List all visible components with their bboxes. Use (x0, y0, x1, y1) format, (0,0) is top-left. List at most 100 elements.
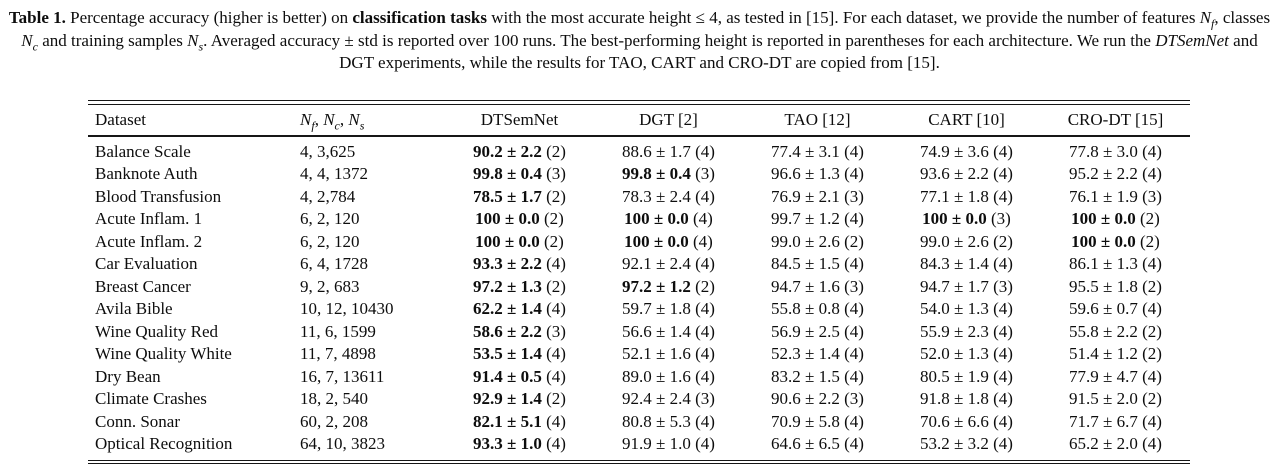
result-cell: 91.4 ± 0.5 (4) (445, 366, 594, 389)
col-header-features: Nf, Nc, Ns (293, 105, 445, 136)
result-height: (4) (690, 344, 715, 364)
result-cell: 65.2 ± 2.0 (4) (1041, 433, 1190, 460)
dataset-stats: 64, 10, 3823 (300, 434, 385, 454)
result-value: 65.2 ± 2.0 (1069, 434, 1138, 454)
result-height: (2) (541, 389, 566, 409)
table-header: Dataset Nf, Nc, Ns DTSemNet DGT [2] TAO … (88, 105, 1190, 136)
result-height: (4) (541, 411, 566, 431)
result-height: (4) (839, 321, 864, 341)
result-value: 92.4 ± 2.4 (622, 389, 691, 409)
result-cell: 95.2 ± 2.2 (4) (1041, 163, 1190, 186)
result-value: 77.1 ± 1.8 (920, 186, 989, 206)
math-sub-c: c (32, 38, 38, 53)
table-row: Balance Scale 4, 3,625 90.2 ± 2.2 (2) 88.6 … (88, 136, 1190, 164)
result-height: (2) (541, 276, 566, 296)
result-value: 93.6 ± 2.2 (920, 164, 989, 184)
result-cell: 95.5 ± 1.8 (2) (1041, 276, 1190, 299)
result-height: (4) (988, 434, 1013, 454)
result-height: (4) (839, 254, 864, 274)
table-row: Wine Quality White 11, 7, 4898 53.5 ± 1.4 … (88, 343, 1190, 366)
result-value: 91.5 ± 2.0 (1069, 389, 1138, 409)
result-cell: 70.6 ± 6.6 (4) (892, 411, 1041, 434)
result-value: 70.6 ± 6.6 (920, 411, 989, 431)
result-value: 91.4 ± 0.5 (473, 366, 542, 386)
result-value: 59.6 ± 0.7 (1069, 299, 1138, 319)
result-value: 97.2 ± 1.3 (473, 276, 542, 296)
math-var-ns: N (348, 109, 360, 129)
result-value: 78.3 ± 2.4 (622, 186, 691, 206)
result-height: (4) (690, 186, 715, 206)
result-value: 53.5 ± 1.4 (473, 344, 542, 364)
result-height: (4) (690, 321, 715, 341)
result-height: (4) (988, 299, 1013, 319)
result-value: 99.8 ± 0.4 (622, 164, 691, 184)
result-value: 95.2 ± 2.2 (1069, 164, 1138, 184)
dtsemnet-name: DTSemNet (1155, 30, 1229, 50)
dataset-name: Banknote Auth (95, 164, 198, 184)
result-cell: 100 ± 0.0 (2) (1041, 231, 1190, 254)
result-value: 89.0 ± 1.6 (622, 366, 691, 386)
result-height: (4) (839, 209, 864, 229)
result-height: (3) (690, 164, 715, 184)
result-cell: 78.3 ± 2.4 (4) (594, 186, 743, 209)
result-value: 91.9 ± 1.0 (622, 434, 691, 454)
result-value: 74.9 ± 3.6 (920, 141, 989, 161)
result-height: (2) (541, 141, 566, 161)
result-value: 86.1 ± 1.3 (1069, 254, 1138, 274)
result-cell: 77.9 ± 4.7 (4) (1041, 366, 1190, 389)
result-value: 93.3 ± 2.2 (473, 254, 542, 274)
math-var-ns: N (187, 30, 199, 50)
col-header-crodt: CRO-DT [15] (1067, 109, 1164, 129)
result-cell: 80.5 ± 1.9 (4) (892, 366, 1041, 389)
result-cell: 90.6 ± 2.2 (3) (743, 388, 892, 411)
result-height: (4) (988, 321, 1013, 341)
math-var-nf: N (300, 109, 312, 129)
result-value: 84.5 ± 1.5 (771, 254, 840, 274)
result-value: 82.1 ± 5.1 (473, 411, 542, 431)
result-value: 99.8 ± 0.4 (473, 164, 542, 184)
dataset-name: Avila Bible (95, 299, 173, 319)
result-cell: 76.9 ± 2.1 (3) (743, 186, 892, 209)
result-cell: 70.9 ± 5.8 (4) (743, 411, 892, 434)
table-body: Balance Scale 4, 3,625 90.2 ± 2.2 (2) 88.6 … (88, 136, 1190, 460)
result-cell: 55.8 ± 0.8 (4) (743, 298, 892, 321)
result-cell: 93.6 ± 2.2 (4) (892, 163, 1041, 186)
result-height: (3) (839, 186, 864, 206)
result-cell: 80.8 ± 5.3 (4) (594, 411, 743, 434)
result-value: 99.0 ± 2.6 (920, 231, 989, 251)
result-value: 90.6 ± 2.2 (771, 389, 840, 409)
result-cell: 84.3 ± 1.4 (4) (892, 253, 1041, 276)
result-value: 64.6 ± 6.5 (771, 434, 840, 454)
result-value: 62.2 ± 1.4 (473, 299, 542, 319)
result-height: (2) (1135, 231, 1160, 251)
result-height: (4) (1137, 254, 1162, 274)
result-height: (4) (988, 366, 1013, 386)
caption-text: , classes (1214, 8, 1271, 27)
result-cell: 76.1 ± 1.9 (3) (1041, 186, 1190, 209)
result-height: (4) (1137, 164, 1162, 184)
result-cell: 88.6 ± 1.7 (4) (594, 136, 743, 164)
result-value: 100 ± 0.0 (624, 231, 689, 251)
math-sub-c: c (334, 117, 340, 132)
result-cell: 74.9 ± 3.6 (4) (892, 136, 1041, 164)
result-height: (4) (839, 141, 864, 161)
result-value: 77.8 ± 3.0 (1069, 141, 1138, 161)
dataset-name: Breast Cancer (95, 276, 191, 296)
caption-text: . Averaged accuracy ± std is reported ov… (203, 30, 1156, 50)
result-value: 99.0 ± 2.6 (771, 231, 840, 251)
result-height: (4) (690, 254, 715, 274)
result-height: (3) (988, 276, 1013, 296)
result-cell: 89.0 ± 1.6 (4) (594, 366, 743, 389)
result-value: 58.6 ± 2.2 (473, 321, 542, 341)
col-header-dgt: DGT [2] (639, 109, 698, 129)
table-row: Banknote Auth 4, 4, 1372 99.8 ± 0.4 (3) 99.… (88, 163, 1190, 186)
dataset-stats: 4, 3,625 (300, 141, 356, 161)
result-height: (4) (839, 366, 864, 386)
result-value: 80.5 ± 1.9 (920, 366, 989, 386)
caption-bold-phrase: classification tasks (352, 8, 487, 27)
result-height: (4) (839, 164, 864, 184)
result-value: 76.1 ± 1.9 (1069, 186, 1138, 206)
table-caption: Table 1. Percentage accuracy (higher is … (8, 7, 1271, 75)
dataset-name: Wine Quality White (95, 344, 232, 364)
result-cell: 100 ± 0.0 (4) (594, 208, 743, 231)
